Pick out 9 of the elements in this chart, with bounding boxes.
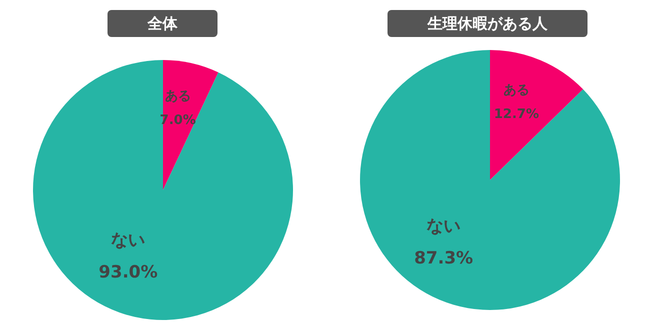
data-label: 87.3% bbox=[414, 248, 474, 269]
chart-title: 生理休暇がある人 bbox=[426, 14, 548, 32]
slice-label: ある bbox=[503, 82, 530, 98]
chart-title: 全体 bbox=[146, 14, 178, 32]
slice-label: ない bbox=[111, 230, 146, 250]
data-label: 93.0% bbox=[98, 262, 158, 282]
slice-label: ない bbox=[426, 216, 461, 237]
slice-label: ある bbox=[164, 89, 191, 104]
data-label: 12.7% bbox=[494, 106, 539, 122]
